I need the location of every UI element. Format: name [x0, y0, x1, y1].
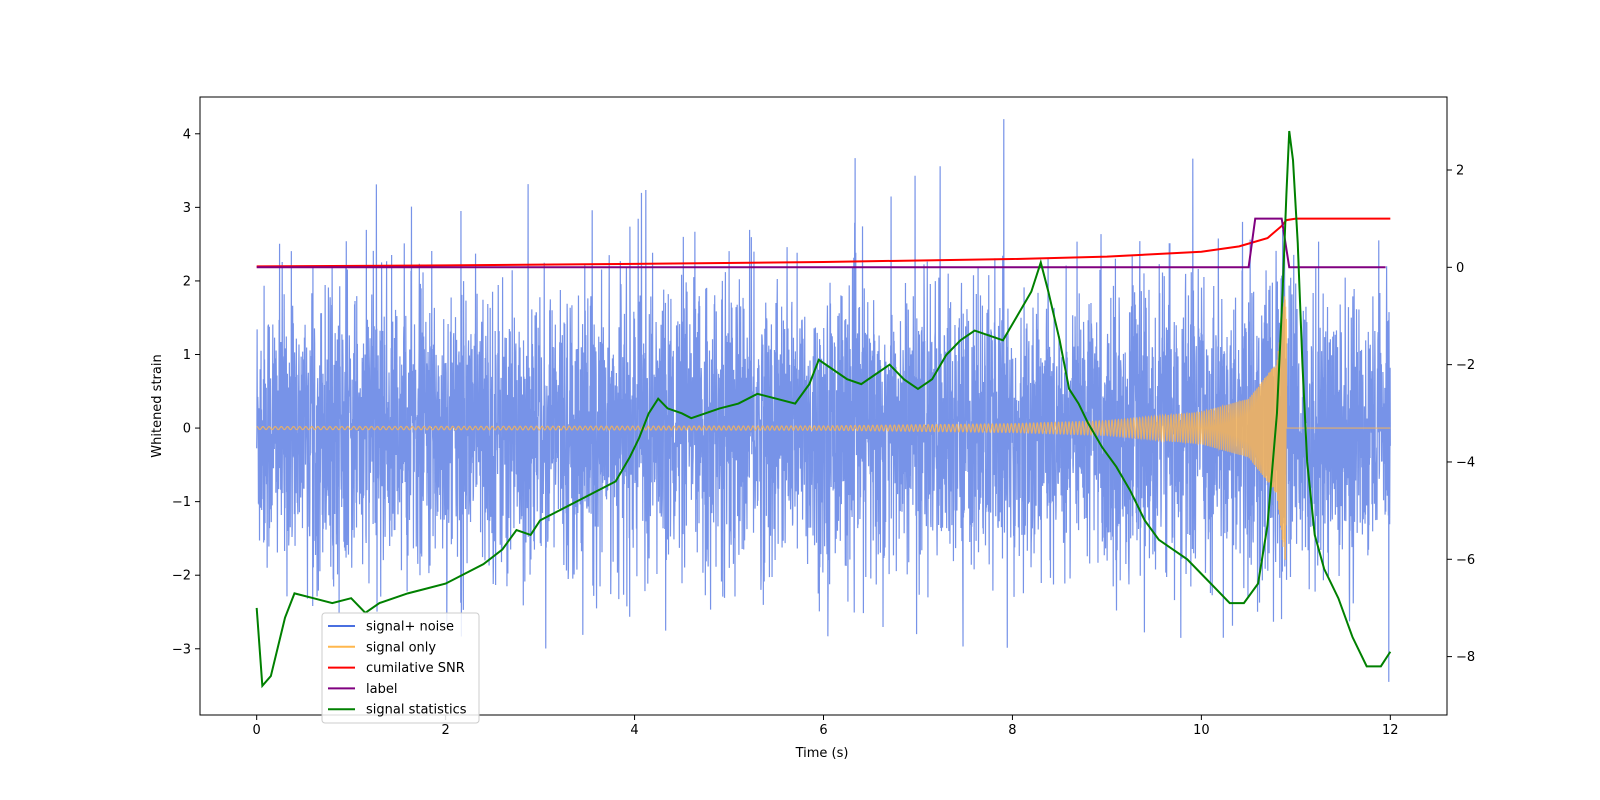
y2-tick-label: −6 — [1456, 553, 1475, 568]
legend-label: label — [366, 682, 397, 697]
y-tick-label: 3 — [183, 201, 191, 216]
y-tick-label: −2 — [172, 569, 191, 584]
series-label — [256, 217, 1386, 269]
x-tick-label: 4 — [630, 723, 638, 738]
series-signal-plus-noise — [256, 119, 1391, 682]
y-tick-label: 2 — [183, 274, 191, 289]
x-tick-label: 6 — [819, 723, 827, 738]
y-tick-label: −1 — [172, 495, 191, 510]
legend: signal+ noise signal only cumilative SNR la… — [321, 612, 480, 724]
x-tick-label: 10 — [1193, 723, 1210, 738]
series-signal-statistics — [255, 130, 1392, 689]
y-axis-left: −3 −2 −1 0 1 2 3 4 — [172, 127, 200, 657]
y-tick-label: 0 — [183, 422, 191, 437]
series-cumilative-snr — [256, 217, 1391, 268]
y2-tick-label: −8 — [1456, 650, 1475, 665]
series-layer — [255, 119, 1392, 689]
x-tick-label: 0 — [253, 723, 261, 738]
series-signal-only — [256, 296, 1391, 561]
legend-label: signal statistics — [366, 703, 467, 718]
x-tick-label: 12 — [1382, 723, 1399, 738]
y2-tick-label: −2 — [1456, 358, 1475, 373]
y-axis-label: Whitened strain — [150, 354, 165, 457]
y-axis-right: −8 −6 −4 −2 0 2 — [1447, 163, 1475, 665]
legend-label: signal only — [366, 640, 436, 655]
x-tick-label: 8 — [1008, 723, 1016, 738]
y2-tick-label: 0 — [1456, 261, 1464, 276]
y2-tick-label: 2 — [1456, 163, 1464, 178]
y-tick-label: 1 — [183, 348, 191, 363]
legend-label: cumilative SNR — [366, 661, 465, 676]
y-tick-label: 4 — [183, 127, 191, 142]
x-axis-label: Time (s) — [795, 746, 849, 761]
x-tick-label: 2 — [441, 723, 449, 738]
y2-tick-label: −4 — [1456, 455, 1475, 470]
legend-label: signal+ noise — [366, 620, 454, 635]
y-tick-label: −3 — [172, 642, 191, 657]
legend-box — [321, 612, 480, 724]
